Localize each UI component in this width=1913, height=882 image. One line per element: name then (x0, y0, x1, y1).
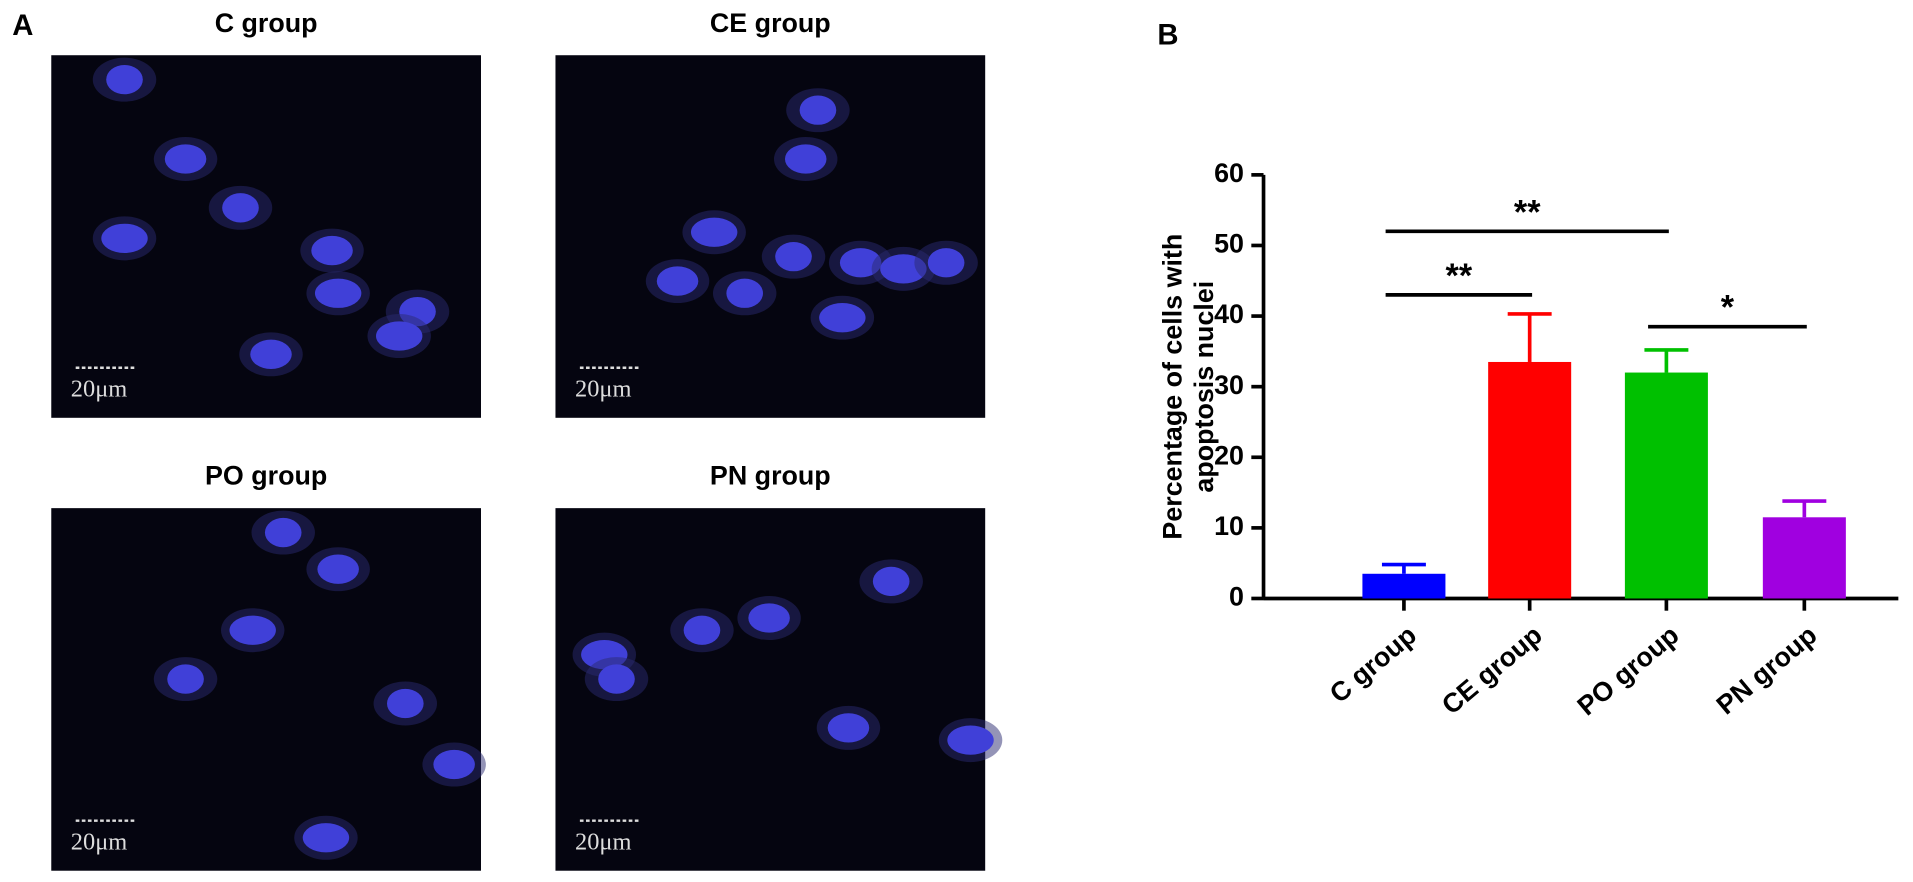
image-title: PN group (710, 461, 831, 491)
x-tick-label: C group (1324, 620, 1422, 709)
x-tick-label: PO group (1572, 620, 1685, 722)
significance-label: ** (1514, 193, 1541, 231)
y-tick-label: 30 (1214, 370, 1244, 400)
nucleus (784, 144, 827, 174)
nucleus (927, 248, 965, 278)
x-tick-label: CE group (1436, 620, 1548, 721)
y-tick-label: 40 (1214, 299, 1244, 329)
nucleus (167, 664, 204, 694)
nucleus (433, 749, 475, 780)
y-tick-label: 50 (1214, 229, 1244, 259)
bar (1762, 517, 1846, 599)
nucleus (229, 615, 276, 645)
nucleus (101, 223, 148, 253)
nucleus (819, 303, 866, 333)
micrograph (555, 55, 986, 418)
nucleus (598, 664, 635, 694)
nucleus (827, 713, 870, 743)
y-tick-label: 60 (1214, 158, 1244, 188)
scale-bar-label: 20μm (575, 828, 631, 855)
nucleus (799, 95, 837, 125)
nucleus (264, 517, 302, 548)
nucleus (314, 278, 362, 308)
image-title: CE group (710, 8, 831, 38)
y-tick-label: 0 (1229, 582, 1244, 612)
nucleus (386, 688, 424, 719)
nucleus (106, 64, 143, 95)
nucleus (683, 615, 721, 645)
nucleus (376, 321, 423, 351)
nucleus (164, 144, 207, 174)
image-title: C group (215, 8, 318, 38)
nucleus (726, 278, 764, 308)
nucleus (748, 603, 790, 633)
nucleus (317, 554, 359, 584)
scale-bar-label: 20μm (71, 828, 127, 855)
nucleus (222, 193, 259, 223)
bar (1624, 372, 1708, 599)
y-axis-label: Percentage of cells with (1158, 234, 1188, 540)
y-axis-label: apoptosis nuclei (1189, 281, 1219, 493)
panel-label: B (1157, 19, 1178, 52)
bar (1362, 573, 1446, 599)
bar (1488, 361, 1572, 599)
nucleus (656, 266, 699, 296)
image-title: PO group (205, 461, 327, 491)
x-tick-label: PN group (1711, 620, 1823, 721)
nucleus (872, 566, 910, 597)
y-tick-label: 10 (1214, 511, 1244, 541)
y-tick-label: 20 (1214, 440, 1244, 470)
nucleus (839, 248, 882, 278)
panel-label: A (12, 9, 33, 42)
scale-bar-label: 20μm (71, 376, 127, 403)
nucleus (302, 823, 350, 853)
nucleus (250, 339, 292, 369)
significance-label: ** (1446, 257, 1473, 295)
nucleus (947, 725, 994, 755)
nucleus (775, 242, 812, 272)
nucleus (311, 235, 353, 266)
significance-label: * (1721, 289, 1735, 327)
scale-bar-label: 20μm (575, 376, 631, 403)
nucleus (690, 217, 738, 247)
